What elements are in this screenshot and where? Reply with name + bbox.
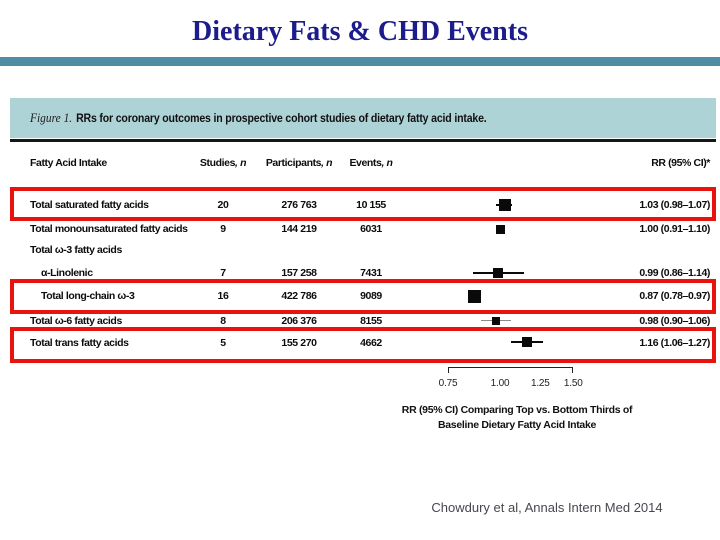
row-label: Total ω-3 fatty acids [30,244,122,256]
row-label: Total monounsaturated fatty acids [30,223,188,235]
axis-tick-label: 0.75 [438,378,458,389]
table-row-omega6: Total ω-6 fatty acids 8 206 376 8155 0.9… [0,313,720,329]
row-label: Total long-chain ω-3 [41,290,135,302]
column-header-rr: RR (95% CI)* [651,157,710,169]
row-label: Total trans fatty acids [30,337,129,349]
column-header-intake: Fatty Acid Intake [30,157,107,169]
axis-title-line1: RR (95% CI) Comparing Top vs. Bottom Thi… [401,404,633,416]
events-value: 8155 [360,315,382,327]
studies-value: 8 [220,315,226,327]
column-header-studies: Studies, n [199,157,247,169]
events-value: 9089 [360,290,382,302]
row-label: Total ω-6 fatty acids [30,315,122,327]
table-row-saturated: Total saturated fatty acids 20 276 763 1… [0,197,720,213]
participants-value: 206 376 [281,315,317,327]
participants-value: 144 219 [281,223,317,235]
table-header-row: Fatty Acid Intake Studies, n Participant… [0,155,720,171]
table-row-long-chain-omega3: Total long-chain ω-3 16 422 786 9089 0.8… [0,288,720,304]
accent-bar [0,57,720,66]
participants-value: 422 786 [281,290,317,302]
highlight-box-trans [10,327,716,363]
studies-value: 16 [217,290,229,302]
studies-value: 20 [217,199,229,211]
figure-caption-band: Figure 1. RRs for coronary outcomes in p… [10,98,716,138]
axis-tick-label: 1.25 [530,378,550,389]
events-value: 6031 [360,223,382,235]
rr-value: 1.00 (0.91–1.10) [639,223,710,235]
rr-value: 1.16 (1.06–1.27) [639,337,710,349]
highlight-box-long-chain-omega3 [10,279,716,314]
participants-value: 276 763 [281,199,317,211]
events-value: 10 155 [356,199,386,211]
axis-tick-label: 1.00 [490,378,510,389]
table-row-trans: Total trans fatty acids 5 155 270 4662 1… [0,335,720,351]
axis-tick-label: 1.50 [563,378,583,389]
figure-caption-text: RRs for coronary outcomes in prospective… [76,111,487,125]
studies-value: 9 [220,223,226,235]
slide-title: Dietary Fats & CHD Events [192,16,528,47]
column-header-participants: Participants, n [265,157,333,169]
participants-value: 155 270 [281,337,317,349]
events-value: 7431 [360,267,382,279]
row-label: α-Linolenic [41,267,93,279]
rr-value: 0.99 (0.86–1.14) [639,267,710,279]
highlight-box-saturated [10,187,716,221]
table-row-monounsaturated: Total monounsaturated fatty acids 9 144 … [0,221,720,237]
table-row-alpha-linolenic: α-Linolenic 7 157 258 7431 0.99 (0.86–1.… [0,265,720,281]
axis-title-line2: Baseline Dietary Fatty Acid Intake [437,419,597,431]
figure-caption-label: Figure 1. [30,110,73,125]
rr-value: 0.87 (0.78–0.97) [639,290,710,302]
column-header-events: Events, n [349,157,393,169]
participants-value: 157 258 [281,267,317,279]
events-value: 4662 [360,337,382,349]
studies-value: 7 [220,267,226,279]
rr-value: 1.03 (0.98–1.07) [639,199,710,211]
row-label: Total saturated fatty acids [30,199,149,211]
table-subheader-omega3: Total ω-3 fatty acids [0,242,720,258]
citation: Chowdury et al, Annals Intern Med 2014 [431,500,663,515]
studies-value: 5 [220,337,226,349]
table-top-rule [10,139,716,142]
rr-value: 0.98 (0.90–1.06) [639,315,710,327]
axis-bracket [448,367,573,373]
